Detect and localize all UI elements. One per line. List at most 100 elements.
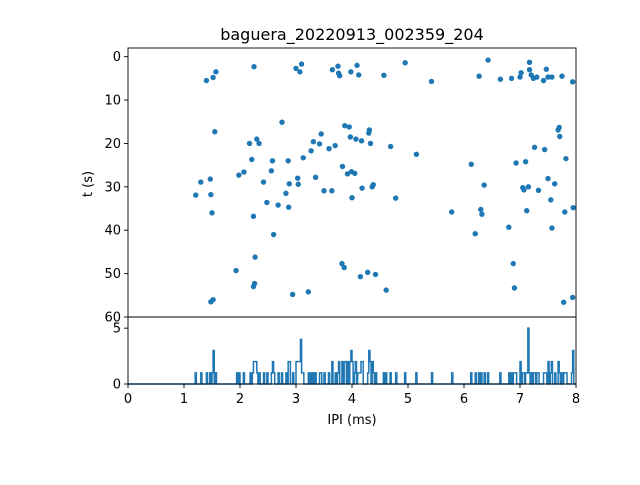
scatter-point	[559, 73, 565, 79]
scatter-point	[260, 179, 267, 185]
scatter-point	[357, 273, 364, 280]
scatter-point	[293, 65, 299, 72]
x-tick-label: 1	[180, 392, 188, 407]
scatter-point	[312, 174, 319, 180]
scatter-point	[329, 66, 336, 73]
scatter-point	[321, 188, 327, 194]
scatter-point	[305, 289, 312, 295]
scatter-point	[522, 158, 529, 165]
scatter-point	[569, 79, 576, 85]
scatter-point	[552, 181, 558, 187]
y-tick-label-top: 0	[113, 50, 121, 65]
scatter-point	[545, 175, 551, 182]
scatter-point	[485, 57, 491, 63]
scatter-point	[541, 146, 548, 153]
x-tick-label: 5	[404, 392, 412, 407]
scatter-point	[339, 163, 346, 170]
y-tick-label-top: 30	[104, 180, 121, 195]
scatter-point	[518, 70, 524, 76]
x-axis-label: IPI (ms)	[327, 413, 376, 428]
scatter-point	[286, 204, 292, 210]
scatter-point	[193, 192, 199, 198]
x-tick-label: 7	[516, 392, 524, 407]
scatter-point	[549, 74, 555, 80]
scatter-point	[275, 202, 281, 208]
scatter-point	[497, 76, 504, 82]
scatter-point	[294, 175, 301, 181]
scatter-point	[347, 134, 354, 140]
scatter-point	[481, 182, 487, 188]
scatter-point	[563, 155, 569, 162]
scatter-point	[212, 129, 218, 135]
scatter-point	[354, 62, 360, 69]
scatter-point	[349, 194, 355, 201]
scatter-point	[336, 73, 343, 79]
scatter-point	[246, 140, 253, 147]
scatter-point	[352, 170, 358, 177]
scatter-point	[569, 294, 576, 301]
scatter-point	[279, 119, 285, 125]
scatter-point	[268, 168, 275, 174]
scatter-point	[513, 160, 519, 166]
scatter-point	[285, 158, 291, 164]
scatter-plot: 0 10 20 30 40 50 60	[104, 47, 577, 326]
y-tick-label-top: 20	[104, 137, 121, 152]
scatter-point	[517, 74, 523, 80]
scatter-point	[510, 260, 516, 267]
y-axis-label-top: t (s)	[81, 171, 96, 197]
x-tick-label: 4	[348, 392, 356, 407]
scatter-point	[358, 138, 365, 144]
scatter-point	[316, 141, 323, 147]
scatter-point	[557, 133, 563, 140]
scatter-point	[254, 136, 260, 142]
scatter-point	[341, 264, 347, 271]
scatter-point	[326, 145, 332, 152]
x-tick-label: 3	[292, 392, 300, 407]
scatter-point	[543, 66, 550, 72]
chart-title: baguera_20220913_002359_204	[220, 25, 484, 45]
scatter-point	[332, 142, 338, 149]
scatter-point	[524, 208, 530, 214]
scatter-point	[339, 260, 345, 267]
scatter-point	[250, 213, 257, 220]
scatter-point	[479, 211, 485, 217]
scatter-point	[264, 199, 270, 206]
scatter-point	[549, 225, 555, 231]
scatter-point	[283, 190, 289, 197]
scatter-point	[478, 206, 484, 213]
x-tick-label: 8	[572, 392, 580, 407]
scatter-point	[308, 148, 314, 154]
scatter-point	[366, 127, 373, 133]
scatter-point	[535, 187, 542, 194]
scatter-point	[526, 59, 533, 66]
scatter-point	[508, 75, 515, 82]
scatter-point	[387, 143, 394, 150]
scatter-point	[249, 156, 255, 163]
scatter-point	[198, 179, 204, 185]
scatter-point	[556, 124, 562, 131]
scatter-point	[359, 185, 365, 191]
scatter-point	[525, 184, 532, 190]
scatter-point	[548, 197, 554, 203]
scatter-point	[448, 209, 455, 215]
scatter-point	[318, 131, 324, 137]
scatter-point	[364, 269, 371, 276]
x-tick-label: 2	[236, 392, 244, 407]
scatter-point	[251, 63, 257, 70]
y-tick-label-top: 40	[104, 224, 121, 239]
scatter-point	[236, 172, 242, 178]
scatter-point	[540, 77, 547, 84]
scatter-point	[562, 209, 568, 215]
scatter-point	[289, 291, 296, 298]
scatter-point	[511, 285, 518, 291]
scatter-point	[210, 296, 216, 303]
scatter-point	[381, 72, 387, 79]
y-tick-label-bottom: 0	[113, 378, 121, 393]
x-tick-label: 0	[124, 392, 132, 407]
scatter-point	[468, 161, 474, 167]
scatter-point	[476, 73, 482, 79]
scatter-point	[370, 181, 376, 188]
scatter-point	[329, 188, 335, 194]
